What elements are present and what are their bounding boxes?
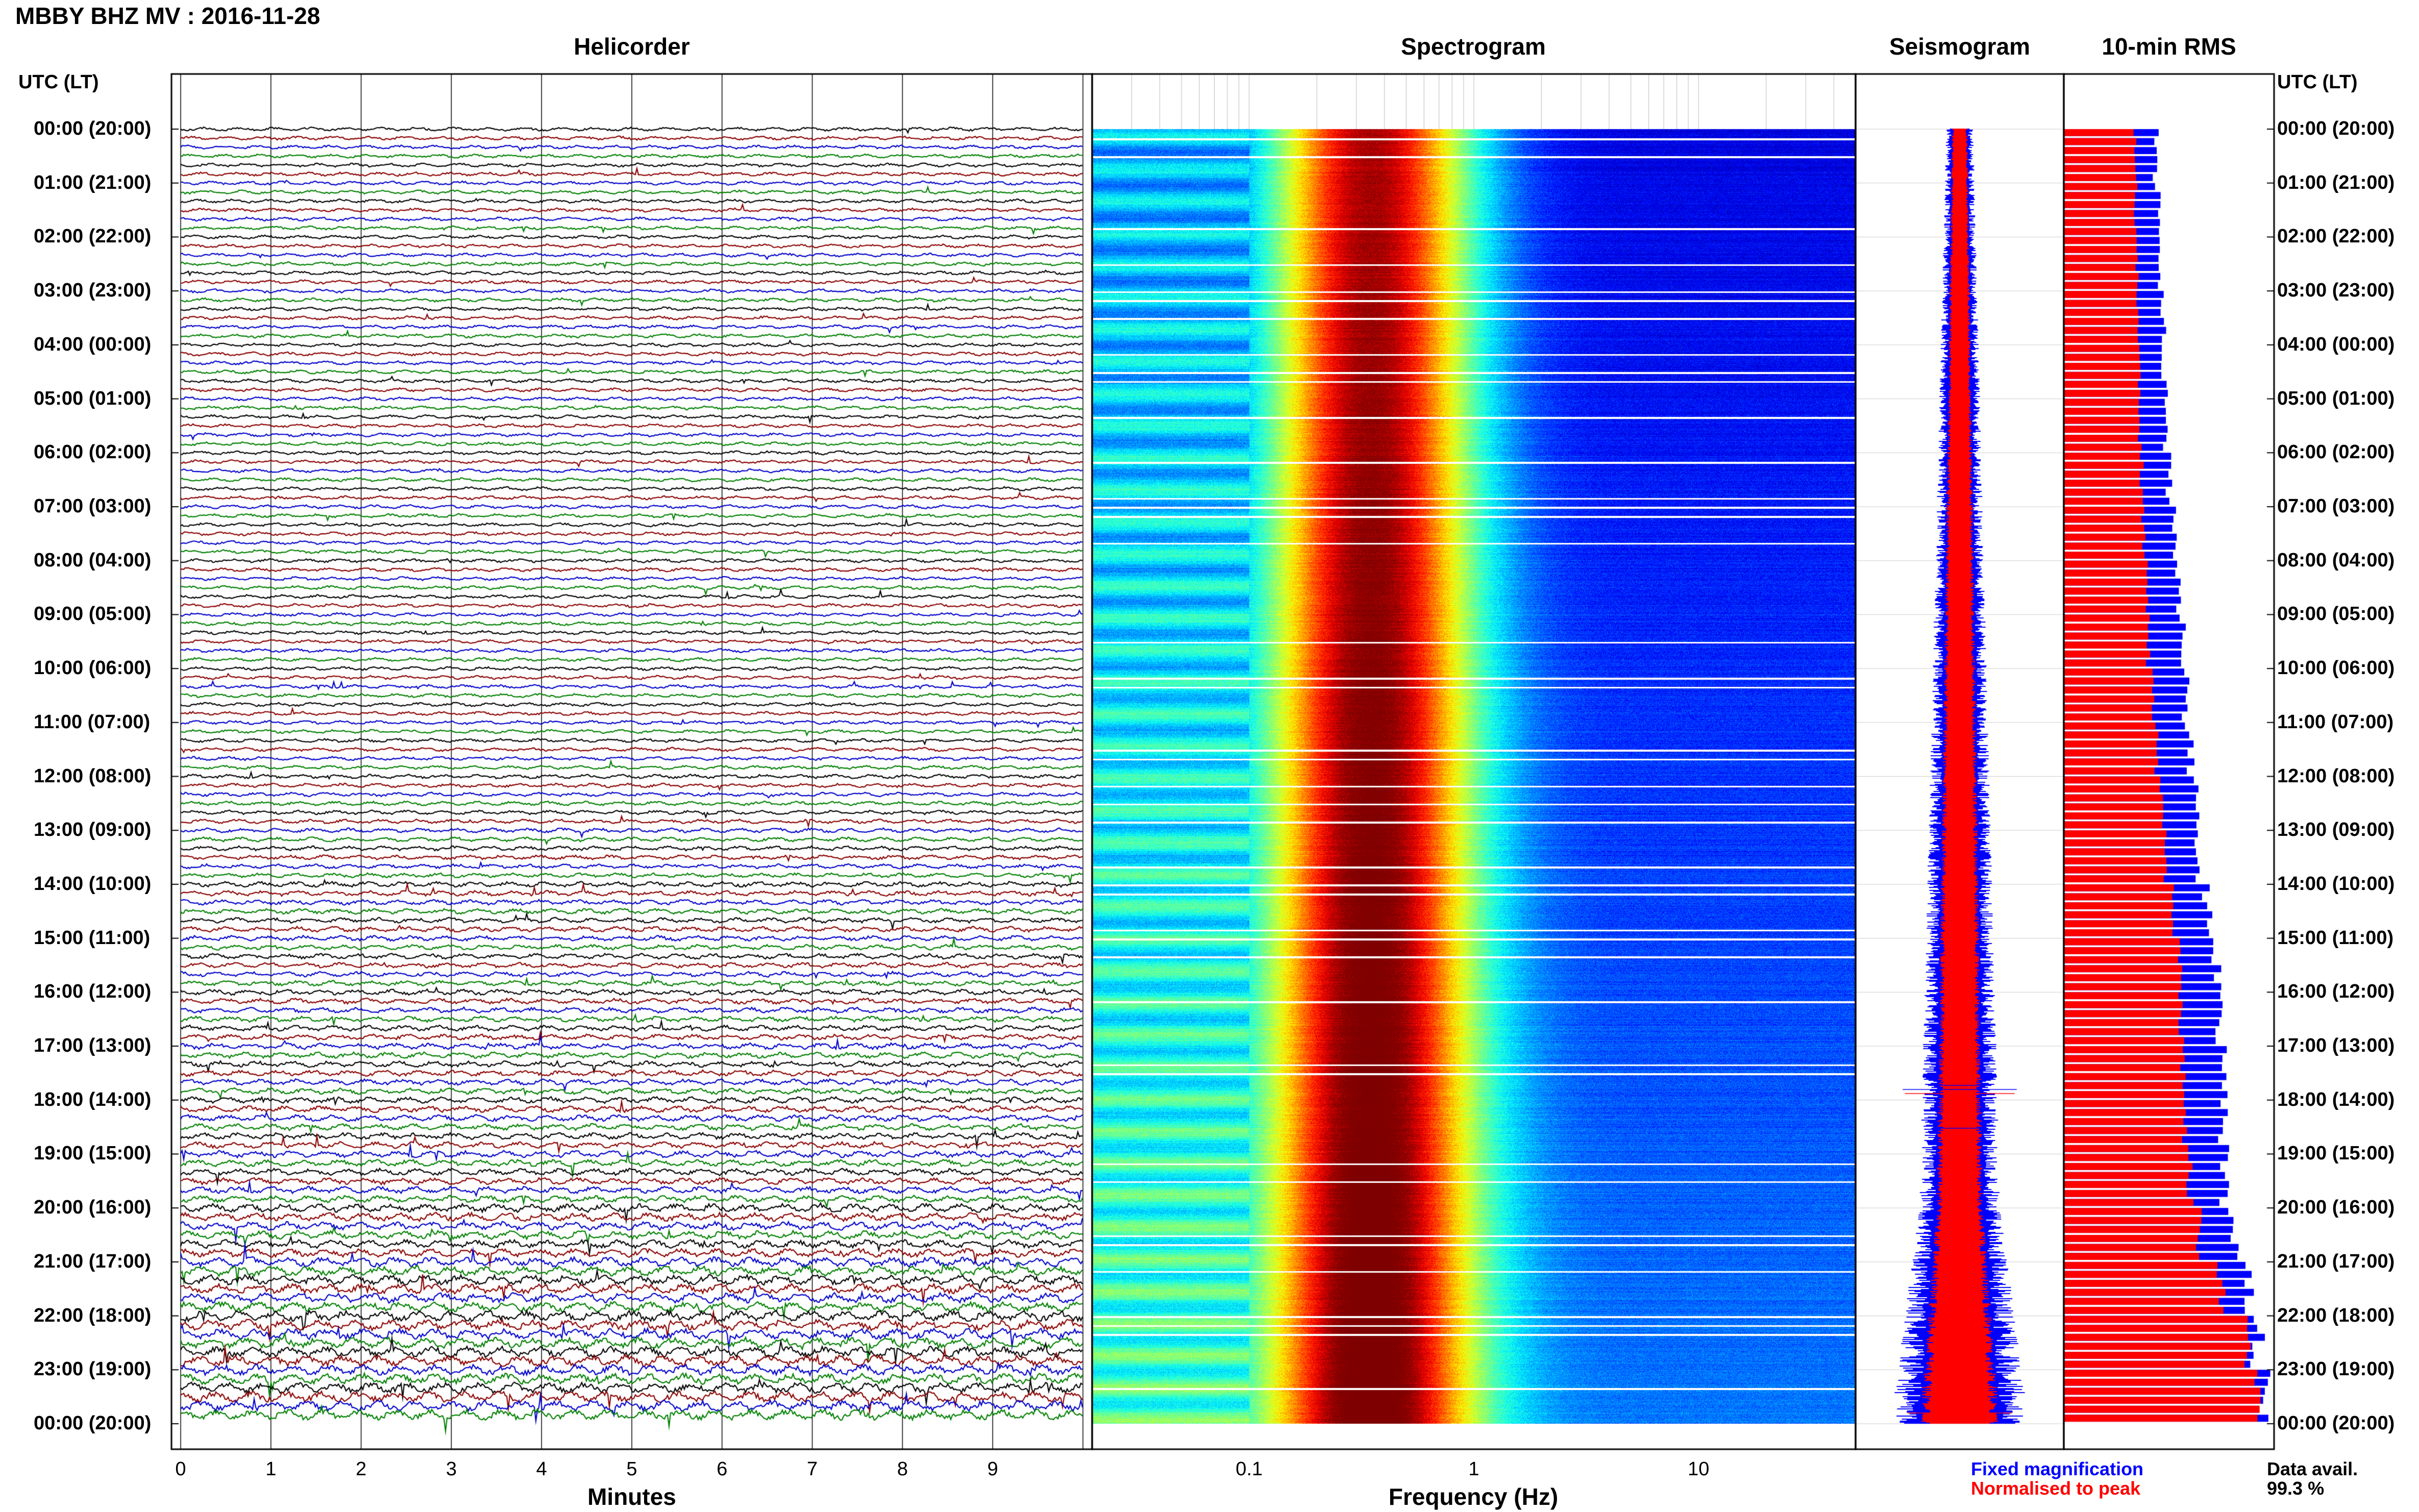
helicorder-title: Helicorder <box>574 33 690 60</box>
right-time-label: 14:00 (10:00) <box>2277 873 2395 895</box>
left-time-label: 00:00 (20:00) <box>34 1412 152 1434</box>
left-time-label: 07:00 (03:00) <box>34 495 152 517</box>
spectrogram-title: Spectrogram <box>1401 33 1546 60</box>
left-time-label: 22:00 (18:00) <box>34 1304 152 1326</box>
data-avail-value: 99.3 % <box>2267 1478 2325 1499</box>
helicorder-x-tick: 9 <box>987 1458 998 1480</box>
right-time-label: 12:00 (08:00) <box>2277 765 2395 787</box>
data-avail-label: Data avail. <box>2267 1458 2358 1479</box>
helicorder-x-tick: 3 <box>446 1458 457 1480</box>
right-time-label: 18:00 (14:00) <box>2277 1088 2395 1110</box>
left-time-label: 23:00 (19:00) <box>34 1358 152 1380</box>
right-time-label: 06:00 (02:00) <box>2277 441 2395 463</box>
left-time-header: UTC (LT) <box>18 71 99 93</box>
helicorder-x-tick: 7 <box>807 1458 818 1480</box>
right-time-label: 16:00 (12:00) <box>2277 981 2395 1003</box>
left-time-label: 06:00 (02:00) <box>34 441 152 463</box>
right-time-label: 08:00 (04:00) <box>2277 549 2395 571</box>
helicorder-x-tick: 8 <box>897 1458 908 1480</box>
helicorder-x-tick: 2 <box>356 1458 367 1480</box>
right-time-label: 22:00 (18:00) <box>2277 1304 2395 1326</box>
right-time-label: 02:00 (22:00) <box>2277 226 2395 247</box>
left-time-label: 13:00 (09:00) <box>34 819 152 841</box>
left-time-label: 09:00 (05:00) <box>34 603 152 625</box>
helicorder-x-tick: 1 <box>265 1458 277 1480</box>
left-time-label: 08:00 (04:00) <box>34 549 152 571</box>
right-time-label: 20:00 (16:00) <box>2277 1197 2395 1219</box>
left-time-label: 04:00 (00:00) <box>34 333 152 355</box>
right-time-label: 21:00 (17:00) <box>2277 1250 2395 1272</box>
right-time-label: 17:00 (13:00) <box>2277 1035 2395 1057</box>
right-time-label: 11:00 (07:00) <box>2277 711 2394 733</box>
left-time-label: 11:00 (07:00) <box>34 711 151 733</box>
left-time-label: 00:00 (20:00) <box>34 118 152 139</box>
left-time-label: 16:00 (12:00) <box>34 981 152 1003</box>
left-time-label: 17:00 (13:00) <box>34 1035 152 1057</box>
spectrogram-x-tick: 0.1 <box>1236 1458 1263 1480</box>
right-time-label: 07:00 (03:00) <box>2277 495 2395 517</box>
right-time-label: 04:00 (00:00) <box>2277 333 2395 355</box>
left-time-label: 18:00 (14:00) <box>34 1088 152 1110</box>
right-time-label: 09:00 (05:00) <box>2277 603 2395 625</box>
left-time-label: 12:00 (08:00) <box>34 765 152 787</box>
right-time-label: 23:00 (19:00) <box>2277 1358 2395 1380</box>
helicorder-x-tick: 0 <box>175 1458 186 1480</box>
spectrogram-xlabel: Frequency (Hz) <box>1388 1483 1559 1510</box>
helicorder-x-tick: 4 <box>536 1458 547 1480</box>
right-time-label: 13:00 (09:00) <box>2277 819 2395 841</box>
left-time-label: 10:00 (06:00) <box>34 657 152 679</box>
right-time-header: UTC (LT) <box>2277 71 2358 93</box>
left-time-label: 20:00 (16:00) <box>34 1197 152 1219</box>
right-time-label: 00:00 (20:00) <box>2277 118 2395 139</box>
right-time-label: 01:00 (21:00) <box>2277 171 2395 193</box>
right-time-label: 00:00 (20:00) <box>2277 1412 2395 1434</box>
right-time-label: 05:00 (01:00) <box>2277 387 2395 409</box>
figure-title: MBBY BHZ MV : 2016-11-28 <box>15 3 320 29</box>
spectrogram-x-tick: 10 <box>1688 1458 1710 1480</box>
right-time-label: 15:00 (11:00) <box>2277 927 2394 949</box>
left-time-label: 02:00 (22:00) <box>34 226 152 247</box>
helicorder-x-tick: 6 <box>717 1458 728 1480</box>
seismogram-title: Seismogram <box>1889 33 2031 60</box>
left-time-label: 01:00 (21:00) <box>34 171 152 193</box>
helicorder-xlabel: Minutes <box>587 1483 676 1510</box>
right-time-label: 19:00 (15:00) <box>2277 1143 2395 1164</box>
left-time-label: 21:00 (17:00) <box>34 1250 152 1272</box>
rms-title: 10-min RMS <box>2102 33 2236 60</box>
right-time-label: 10:00 (06:00) <box>2277 657 2395 679</box>
spectrogram-x-tick: 1 <box>1468 1458 1479 1480</box>
legend-fixed: Fixed magnification <box>1971 1458 2144 1479</box>
left-time-label: 14:00 (10:00) <box>34 873 152 895</box>
left-time-label: 05:00 (01:00) <box>34 387 152 409</box>
left-time-label: 15:00 (11:00) <box>34 927 151 949</box>
left-time-label: 19:00 (15:00) <box>34 1143 152 1164</box>
left-time-label: 03:00 (23:00) <box>34 280 152 302</box>
legend-normalised: Normalised to peak <box>1971 1478 2141 1499</box>
right-time-label: 03:00 (23:00) <box>2277 280 2395 302</box>
helicorder-x-tick: 5 <box>626 1458 637 1480</box>
